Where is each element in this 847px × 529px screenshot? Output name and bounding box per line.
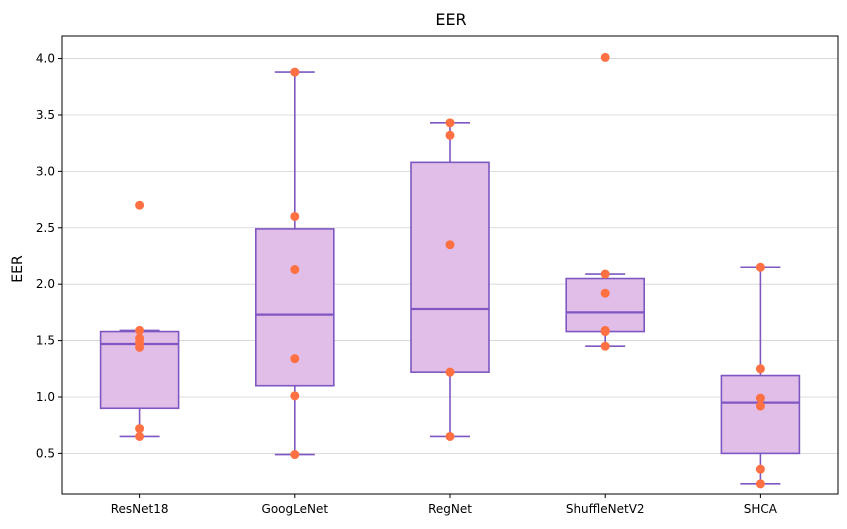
plot-frame — [61, 35, 839, 495]
x-tick-label: ResNet18 — [111, 502, 169, 516]
x-tick-label: RegNet — [428, 502, 472, 516]
data-point — [135, 424, 145, 434]
y-tick-label: 2.0 — [36, 277, 55, 291]
y-tick-label: 2.5 — [36, 221, 55, 235]
data-point — [755, 401, 765, 411]
y-tick-label: 3.5 — [36, 108, 55, 122]
data-point — [290, 354, 300, 364]
x-tick-label: GoogLeNet — [262, 502, 329, 516]
data-point — [755, 479, 765, 489]
data-point — [290, 265, 300, 275]
data-point — [600, 341, 610, 351]
data-point — [755, 393, 765, 403]
data-point — [290, 211, 300, 221]
data-point — [600, 269, 610, 279]
chart-title: EER — [435, 10, 466, 29]
iqr-box — [565, 277, 646, 333]
data-points — [135, 52, 765, 489]
data-point — [135, 325, 145, 335]
data-point — [290, 391, 300, 401]
x-tick-label: ShuffleNetV2 — [566, 502, 645, 516]
data-point — [290, 450, 300, 460]
data-point — [135, 431, 145, 441]
data-point — [290, 67, 300, 77]
data-point — [445, 431, 455, 441]
y-tick-label: 3.0 — [36, 164, 55, 178]
y-tick-label: 0.5 — [36, 446, 55, 460]
box-shufflenetv2 — [565, 273, 646, 348]
axes: 0.5 1.0 1.5 2.0 2.5 3.0 3.5 4.0 ResNet18 GoogLeNe… — [36, 35, 839, 516]
box-regnet — [410, 122, 490, 438]
y-tick-label: 4.0 — [36, 52, 55, 66]
box-shca — [720, 266, 801, 485]
data-point — [600, 288, 610, 298]
boxes — [99, 71, 801, 485]
data-point — [445, 367, 455, 377]
data-point — [755, 364, 765, 374]
data-point — [445, 118, 455, 128]
iqr-box — [410, 161, 490, 373]
data-point — [135, 342, 145, 352]
iqr-box — [720, 374, 801, 455]
data-point — [755, 464, 765, 474]
data-point — [445, 240, 455, 250]
y-tick-label: 1.5 — [36, 334, 55, 348]
data-point — [755, 262, 765, 272]
data-point — [135, 200, 145, 210]
x-tick-label: SHCA — [744, 502, 778, 516]
data-point — [600, 52, 610, 62]
data-point — [445, 130, 455, 140]
data-point — [600, 327, 610, 337]
y-axis-label: EER — [10, 255, 26, 283]
y-tick-label: 1.0 — [36, 390, 55, 404]
